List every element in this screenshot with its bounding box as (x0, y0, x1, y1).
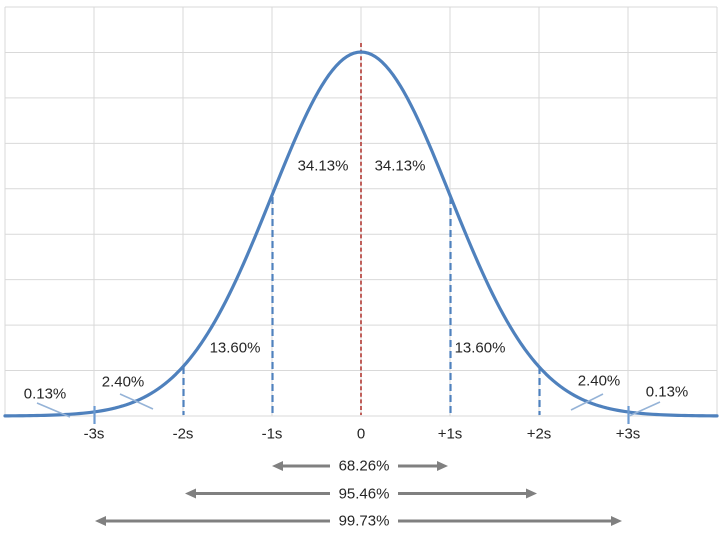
arrow-68-left-head (272, 461, 283, 471)
arrow-68-right-head (437, 461, 448, 471)
arrow-99-left-head (95, 516, 106, 526)
segment-label-minus1-0: 34.13% (297, 157, 349, 175)
leader-2.40-left (119, 393, 154, 410)
x-tick-plus-3s: +3s (615, 425, 641, 443)
segment-label-plus1-plus2: 13.60% (454, 339, 506, 357)
arrow-99-right-head (611, 516, 622, 526)
segment-label-minus3-minus2: 2.40% (101, 373, 145, 391)
x-tick-plus-1s: +1s (437, 425, 463, 443)
arrow-95-right-head (526, 488, 537, 499)
bell-curve (3, 50, 719, 418)
segment-label-above-plus3: 0.13% (645, 383, 689, 401)
segment-label-0-plus1: 34.13% (374, 157, 426, 175)
arrow-95-left-head (185, 488, 196, 499)
x-tick-plus-2s: +2s (526, 425, 552, 443)
leader-0.13-right (628, 401, 661, 417)
leader-2.40-right (570, 393, 604, 411)
leader-0.13-left (36, 402, 71, 418)
x-tick-minus-3s: -3s (83, 425, 105, 443)
x-tick-minus-2s: -2s (172, 425, 194, 443)
x-tick-minus-1s: -1s (261, 425, 283, 443)
interval-label-68: 68.26% (338, 457, 390, 475)
interval-label-99: 99.73% (338, 512, 390, 530)
x-tick-zero: 0 (356, 425, 366, 443)
segment-label-plus2-plus3: 2.40% (577, 372, 621, 390)
interval-label-95: 95.46% (338, 485, 390, 502)
segment-label-below-minus3: 0.13% (23, 385, 67, 403)
segment-label-minus2-minus1: 13.60% (209, 339, 261, 357)
